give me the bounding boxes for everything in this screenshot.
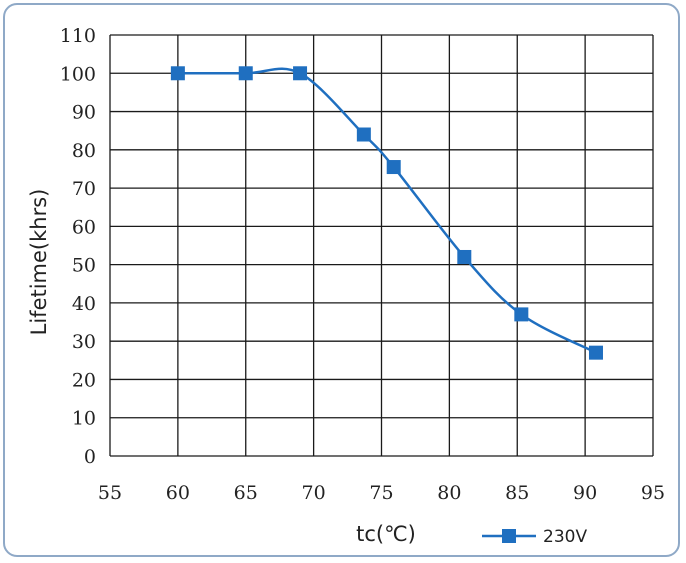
y-tick-label-4: 40	[72, 293, 96, 315]
data-point-5	[457, 249, 472, 264]
data-point-4	[386, 160, 401, 175]
y-tick-label-6: 60	[72, 216, 96, 238]
data-point-2	[293, 66, 308, 81]
y-tick-label-0: 0	[84, 446, 96, 468]
y-tick-label-3: 30	[72, 331, 96, 353]
data-point-3	[356, 127, 371, 142]
y-tick-label-11: 110	[60, 25, 96, 47]
x-tick-label-5: 80	[437, 482, 461, 504]
y-tick-label-8: 80	[72, 140, 96, 162]
legend-label: 230V	[543, 527, 587, 547]
series-layer	[170, 66, 603, 360]
x-tick-label-7: 90	[573, 482, 597, 504]
x-tick-labels: 55 60 65 70 75 80 85 90 95	[98, 482, 665, 504]
x-tick-label-4: 75	[369, 482, 393, 504]
data-point-7	[588, 345, 603, 360]
y-tick-label-10: 100	[60, 63, 96, 85]
y-tick-label-9: 90	[72, 102, 96, 124]
x-tick-label-1: 60	[166, 482, 190, 504]
x-tick-label-3: 70	[302, 482, 326, 504]
y-tick-label-2: 20	[72, 369, 96, 391]
y-tick-label-7: 70	[72, 178, 96, 200]
legend-marker	[502, 529, 516, 543]
legend: 230V	[482, 527, 587, 547]
grid	[109, 34, 654, 457]
data-point-1	[238, 66, 253, 81]
x-tick-label-8: 95	[641, 482, 665, 504]
data-point-6	[514, 307, 529, 322]
x-tick-label-0: 55	[98, 482, 122, 504]
y-tick-label-1: 10	[72, 408, 96, 430]
y-tick-labels: 0 10 20 30 40 50 60 70 80 90 100 110	[60, 25, 96, 468]
x-axis-label: tc(℃)	[356, 522, 416, 546]
y-tick-label-5: 50	[72, 255, 96, 277]
data-point-0	[170, 66, 185, 81]
y-axis-label: Lifetime(khrs)	[27, 189, 51, 336]
x-tick-label-2: 65	[234, 482, 258, 504]
chart-frame	[3, 3, 680, 557]
x-tick-label-6: 85	[505, 482, 529, 504]
